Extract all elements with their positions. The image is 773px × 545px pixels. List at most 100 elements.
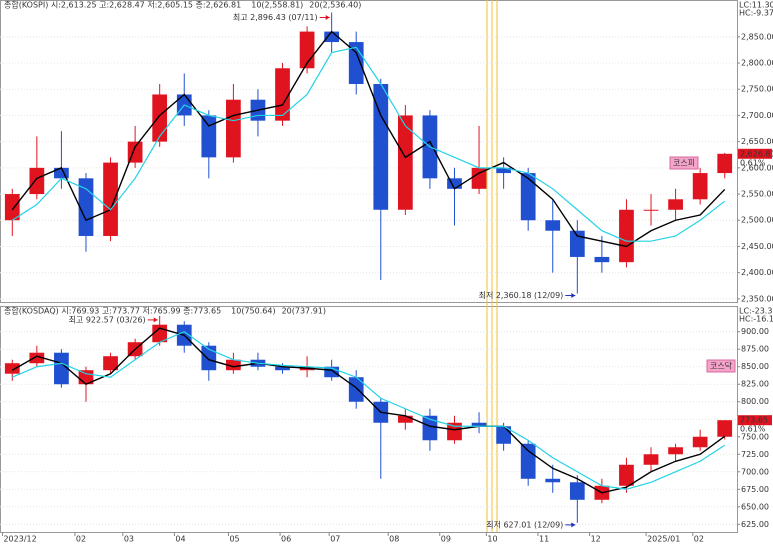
- candle-body: [569, 482, 585, 500]
- y-tick-label: 750.00: [741, 432, 769, 441]
- candle-body: [619, 464, 634, 486]
- name-badge: [669, 156, 699, 170]
- candle-body: [201, 115, 217, 158]
- name-badge: [706, 359, 736, 373]
- y-tick-label: 2,600.00: [741, 163, 773, 172]
- candle-body: [447, 422, 462, 441]
- y-tick-label: 800.00: [741, 397, 769, 406]
- last-price-label: 773.65: [740, 416, 768, 425]
- candle-body: [201, 345, 217, 371]
- x-tick-label: 05: [229, 535, 239, 544]
- candle-body: [520, 443, 536, 479]
- x-tick-label: 2025/01: [647, 535, 680, 544]
- x-tick-label: 02: [694, 535, 704, 544]
- x-tick-label: 03: [124, 535, 134, 544]
- annotation-arrowhead: [571, 522, 576, 528]
- candle-body: [152, 94, 168, 142]
- y-tick-label: 850.00: [741, 362, 769, 371]
- x-tick-label: 12: [591, 535, 601, 544]
- top-panel-frame: [0, 0, 738, 303]
- x-tick-label: 02: [76, 535, 86, 544]
- ma-line: [11, 327, 726, 494]
- lc-label: LC:11.30,: [739, 1, 773, 10]
- candle-body: [545, 478, 561, 483]
- annotation-arrowhead: [153, 317, 158, 323]
- candle-body: [29, 352, 45, 364]
- candle-body: [103, 356, 118, 371]
- y-tick-label: 2,400.00: [741, 268, 773, 277]
- panel-title: 종합(KOSDAQ) 시:769.93 고:773.77 저:765.99 종:…: [4, 307, 221, 316]
- y-tick-label: 2,650.00: [741, 137, 773, 146]
- last-price-badge: [738, 148, 772, 159]
- y-tick-label: 700.00: [741, 467, 769, 476]
- candle-body: [668, 199, 683, 210]
- candle-body: [717, 153, 733, 174]
- candle-body: [54, 352, 69, 385]
- x-tick-label: 08: [389, 535, 399, 544]
- y-tick-label: 900.00: [741, 327, 769, 336]
- last-price-badge: [738, 415, 772, 426]
- candle-body: [324, 366, 340, 378]
- name-badge-label: 코스닥: [710, 361, 733, 371]
- candle-body: [373, 83, 389, 210]
- y-tick-label: 875.00: [741, 345, 769, 354]
- candle-body: [29, 167, 45, 195]
- x-tick-label: 04: [175, 535, 185, 544]
- x-tick-label: 06: [281, 535, 291, 544]
- y-tick-label: 2,700.00: [741, 111, 773, 120]
- ma-line: [11, 46, 726, 242]
- candle-body: [103, 162, 118, 236]
- candle-body: [4, 194, 20, 221]
- y-tick-label: 2,750.00: [741, 85, 773, 94]
- candle-body: [496, 167, 511, 174]
- annotation: 최고 922.57 (03/26): [69, 314, 146, 324]
- y-tick-label: 2,350.00: [741, 294, 773, 303]
- annotation: 최고 2,896.43 (07/11): [233, 12, 318, 22]
- annotation-arrowhead: [325, 14, 330, 20]
- candle-body: [668, 447, 683, 455]
- annotation-arrowhead: [571, 293, 576, 299]
- candle-body: [226, 359, 241, 371]
- candle-body: [692, 173, 708, 200]
- candle-body: [643, 454, 659, 465]
- candle-body: [447, 178, 462, 189]
- x-tick-label: 07: [330, 535, 340, 544]
- y-tick-label: 2,550.00: [741, 190, 773, 199]
- legend-entry: 10(2,558.81): [251, 1, 303, 10]
- x-tick-label: 2023/12: [3, 535, 36, 544]
- name-badge-label: 코스피: [673, 159, 695, 168]
- change-label: 0.61%: [740, 158, 766, 167]
- candle-body: [471, 167, 487, 189]
- candle-body: [397, 415, 413, 423]
- candle-body: [594, 256, 610, 263]
- y-tick-label: 2,450.00: [741, 242, 773, 251]
- legend-entry: 20(2,536.40): [309, 1, 361, 10]
- ma-line: [11, 30, 726, 248]
- x-tick-label: 09: [441, 535, 451, 544]
- annotation: 최저 627.01 (12/09): [486, 519, 563, 529]
- y-tick-label: 2,850.00: [741, 32, 773, 41]
- panel-title: 종합(KOSPI) 시:2,613.25 고:2,628.47 저:2,605.…: [4, 1, 241, 10]
- ma-line: [12, 331, 726, 490]
- candle-body: [569, 230, 585, 257]
- change-label: 0.61%: [740, 425, 766, 434]
- candle-body: [226, 99, 241, 158]
- candle-body: [471, 422, 487, 427]
- candle-body: [619, 209, 634, 263]
- candle-body: [4, 363, 20, 374]
- y-tick-label: 2,500.00: [741, 216, 773, 225]
- y-tick-label: 625.00: [741, 520, 769, 529]
- y-tick-label: 650.00: [741, 502, 769, 511]
- candle-body: [275, 68, 290, 121]
- y-tick-label: 825.00: [741, 380, 769, 389]
- candle-body: [692, 436, 708, 448]
- last-price-label: 2,626.81: [740, 149, 773, 158]
- candle-body: [54, 167, 69, 179]
- candle-body: [324, 31, 340, 43]
- candle-body: [422, 415, 438, 441]
- hc-label: HC:-9.37: [739, 9, 773, 18]
- y-tick-label: 2,800.00: [741, 59, 773, 68]
- y-tick-label: 675.00: [741, 485, 769, 494]
- candle-body: [643, 209, 659, 211]
